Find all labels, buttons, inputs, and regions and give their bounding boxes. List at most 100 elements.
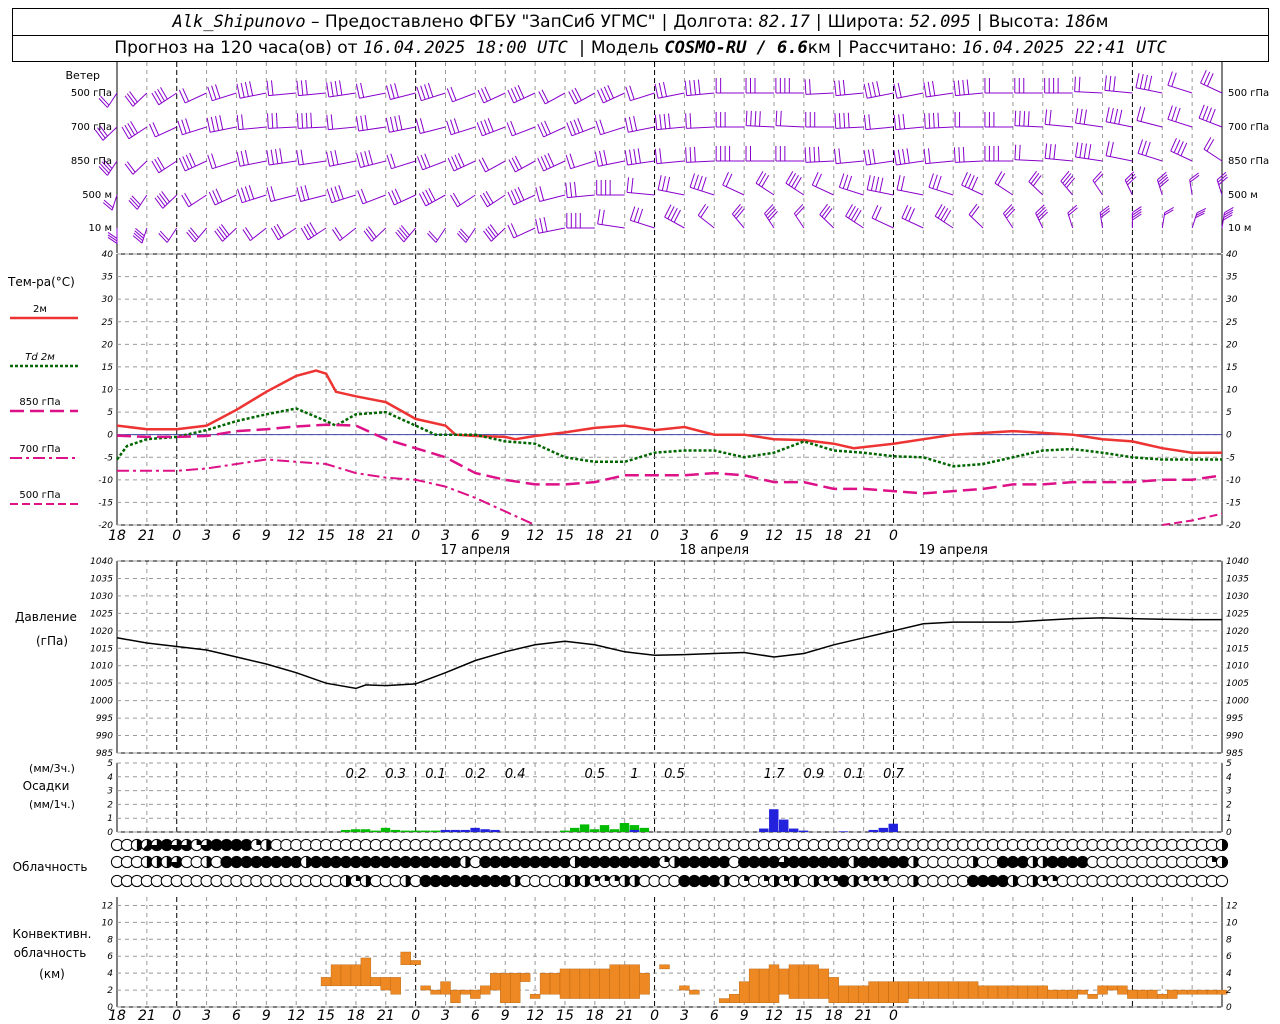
cloud-symbol-fill: [639, 856, 651, 868]
wind-barb-shaft: [1045, 157, 1073, 162]
wind-barb-feather: [685, 113, 687, 129]
wind-level-label-left: 700 гПа: [71, 122, 112, 133]
precip-bar: [838, 831, 849, 832]
wind-barb: [1156, 171, 1169, 196]
wind-barb-feather: [603, 86, 611, 100]
wind-barb-feather: [1137, 139, 1143, 154]
y-tick-label-left: 1020: [90, 627, 113, 637]
precip-bar: [370, 830, 381, 832]
wind-barb-feather: [927, 81, 931, 97]
wind-barb-feather: [296, 80, 299, 96]
temp-axis-hour-label: 21: [616, 528, 634, 544]
y-tick-label-left: 30: [102, 295, 114, 305]
cloud-symbol: [767, 874, 781, 888]
wind-barb: [363, 226, 387, 242]
wind-barb-feather: [480, 88, 488, 102]
wind-barb-feather: [1223, 209, 1234, 216]
convective-bar: [828, 977, 839, 1003]
wind-barb: [535, 186, 566, 202]
wind-barb: [326, 114, 356, 131]
wind-barb-feather: [178, 89, 186, 104]
wind-barb-feather: [207, 154, 213, 169]
convective-title-2: облачность: [14, 946, 87, 960]
cloud-symbol-fill: [171, 856, 183, 868]
precip-total-label: 1: [631, 767, 639, 782]
cloud-symbol: [1046, 855, 1059, 869]
wind-barb-feather: [1218, 176, 1228, 186]
wind-barb-feather: [693, 174, 699, 189]
wind-barb-feather: [1132, 213, 1142, 221]
wind-barb-feather: [107, 236, 118, 244]
wind-barb-feather: [507, 191, 515, 206]
cloud-symbol-fill: [738, 856, 750, 868]
wind-barb-shaft: [391, 160, 416, 170]
wind-barb-shaft: [1136, 120, 1163, 128]
wind-barb-feather: [206, 117, 211, 133]
wind-barb: [296, 149, 327, 166]
wind-barb-shaft: [664, 216, 685, 229]
wind-barb: [755, 171, 775, 196]
cloud-symbol-fill: [967, 875, 979, 887]
cloud-symbol: [738, 874, 751, 888]
wind-barb-feather: [1075, 142, 1079, 158]
convective-bar: [1057, 989, 1068, 999]
wind-barb: [1044, 78, 1073, 94]
wind-barb-feather: [659, 148, 662, 164]
cloud-symbol: [558, 874, 572, 888]
wind-barb-shaft: [926, 92, 954, 98]
wind-barb-feather: [1100, 207, 1110, 216]
convective-bar: [858, 985, 869, 1003]
bottom-axis-hour-label: 0: [650, 1008, 659, 1024]
wind-barb-feather: [953, 147, 956, 163]
wind-barb-feather: [1079, 108, 1083, 124]
wind-barb: [1044, 109, 1073, 128]
wind-barb-feather: [863, 114, 867, 130]
cloud-symbol: [857, 855, 870, 869]
wind-barb-feather: [208, 191, 216, 206]
wind-barb-feather: [629, 149, 633, 165]
temp-axis-hour-label: 6: [232, 528, 241, 544]
wind-barb-feather: [961, 172, 968, 186]
wind-barb-feather: [689, 147, 692, 163]
precip-bar: [579, 824, 590, 832]
wind-barb: [684, 79, 715, 97]
bottom-axis-hour-label: 21: [138, 1008, 156, 1024]
cloud-symbol-fill: [718, 856, 730, 868]
wind-barb: [177, 118, 207, 136]
wind-level-label-left: 850 гПа: [71, 156, 112, 167]
cloud-symbol-fill: [410, 856, 422, 868]
wind-barb: [775, 146, 804, 162]
wind-barb-feather: [178, 157, 186, 172]
convective-title-1: Конвективн.: [13, 927, 92, 941]
wind-barb: [775, 78, 804, 94]
cloud-symbol-fill: [579, 856, 591, 868]
cloud-symbol: [1215, 874, 1229, 888]
wind-barb: [764, 204, 778, 229]
wind-barb-feather: [1167, 105, 1173, 120]
cloud-symbol-fill: [270, 856, 282, 868]
cloud-symbol-fill: [1222, 839, 1228, 851]
wind-barb-feather: [124, 124, 133, 138]
precip-bar: [609, 829, 620, 832]
wind-barb-feather: [129, 197, 140, 208]
wind-barb: [793, 204, 805, 229]
y-tick-label-right: 5: [1226, 759, 1232, 769]
wind-barb-feather: [1067, 204, 1078, 214]
convective-bar: [1196, 989, 1208, 995]
wind-barb: [654, 148, 685, 165]
wind-barb-feather: [659, 114, 662, 130]
wind-barb-feather: [271, 113, 274, 129]
wind-barb-feather: [1038, 211, 1049, 221]
header-line-2: Прогноз на 120 часа(ов) от 16.04.2025 18…: [12, 35, 1269, 62]
wind-barb-feather: [958, 147, 961, 163]
wind-barb-feather: [625, 86, 631, 101]
convective-bar: [738, 981, 750, 1003]
wind-barb-feather: [754, 111, 757, 127]
wind-barb-feather: [994, 171, 1003, 184]
wind-barb-feather: [151, 160, 160, 174]
wind-barb: [871, 205, 894, 229]
cloud-symbol: [558, 855, 572, 869]
wind-barb: [804, 146, 834, 163]
temp-axis-hour-label: 3: [202, 528, 211, 544]
convective-bar: [619, 964, 630, 999]
